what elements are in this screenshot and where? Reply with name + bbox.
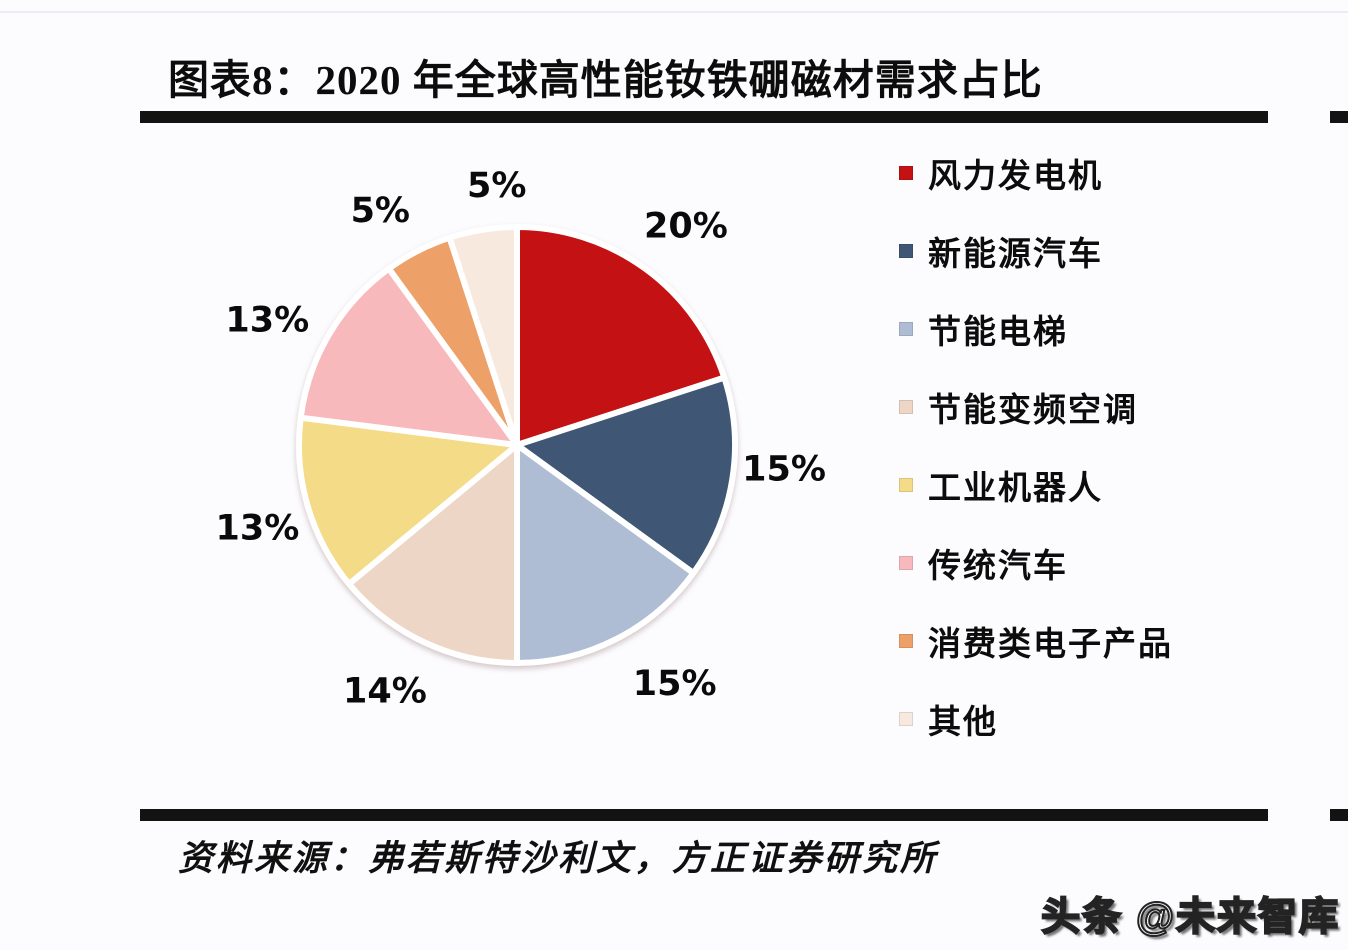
pie-percent-label-风力发电机: 20% [644, 206, 728, 246]
pie-percent-label-传统汽车: 13% [225, 300, 309, 340]
legend-item-消费类电子产品: 消费类电子产品 [899, 624, 1173, 663]
pie-percent-label-节能变频空调: 14% [343, 672, 427, 712]
legend-item-工业机器人: 工业机器人 [899, 468, 1173, 507]
legend-swatch-icon [899, 478, 913, 492]
source-note: 资料来源：弗若斯特沙利文，方正证券研究所 [178, 839, 939, 878]
legend-swatch-icon [899, 634, 913, 648]
legend-item-节能变频空调: 节能变频空调 [899, 390, 1173, 429]
page-top-hairline [0, 11, 1348, 13]
legend-label: 节能电梯 [928, 315, 1068, 351]
legend-item-风力发电机: 风力发电机 [899, 156, 1173, 195]
legend-label: 传统汽车 [928, 549, 1068, 585]
legend-swatch-icon [899, 400, 913, 414]
pie-slice-工业机器人 [296, 414, 520, 587]
legend-swatch-icon [899, 712, 913, 726]
pie-chart: 20% 15% 15% 14% 13% 13% 5% 5% [216, 166, 826, 712]
pie-slice-风力发电机 [514, 224, 728, 448]
legend-label: 新能源汽车 [928, 237, 1103, 273]
pie-slices-group [296, 224, 738, 666]
pie-slice-传统汽车 [297, 265, 520, 448]
chart-legend: 风力发电机新能源汽车节能电梯节能变频空调 工业机器人传统汽车消费类电子产品 其他 [899, 156, 1173, 780]
legend-label: 工业机器人 [928, 471, 1103, 507]
legend-label: 消费类电子产品 [928, 627, 1173, 663]
legend-item-节能电梯: 节能电梯 [899, 312, 1173, 351]
pie-percent-label-新能源汽车: 15% [742, 449, 826, 489]
legend-label: 节能变频空调 [928, 393, 1138, 429]
pie-slice-其他 [446, 224, 520, 448]
pie-percent-labels-group: 20% 15% 15% 14% 13% 13% 5% 5% [216, 166, 826, 712]
pie-slice-新能源汽车 [514, 374, 738, 577]
pie-percent-label-节能电梯: 15% [633, 664, 717, 704]
legend-item-新能源汽车: 新能源汽车 [899, 234, 1173, 273]
adjacent-figure-footer-rule-fragment [1330, 809, 1348, 821]
pie-slice-节能变频空调 [346, 442, 520, 666]
adjacent-figure-title-rule-fragment [1330, 111, 1348, 123]
pie-percent-label-其他: 5% [467, 166, 526, 206]
footer-rule [140, 809, 1268, 821]
pie-slice-节能电梯 [514, 442, 697, 666]
legend-item-其他: 其他 [899, 702, 1173, 741]
pie-percent-label-消费类电子产品: 5% [351, 191, 410, 231]
legend-item-传统汽车: 传统汽车 [899, 546, 1173, 585]
legend-swatch-icon [899, 322, 913, 336]
legend-label: 风力发电机 [928, 159, 1103, 195]
watermark: 头条 @未来智库 [1040, 895, 1340, 940]
legend-label: 其他 [928, 705, 998, 741]
title-rule [140, 111, 1268, 123]
legend-swatch-icon [899, 244, 913, 258]
legend-swatch-icon [899, 166, 913, 180]
pie-percent-label-工业机器人: 13% [216, 508, 300, 548]
figure-title: 图表8：2020 年全球高性能钕铁硼磁材需求占比 [168, 57, 1043, 103]
legend-swatch-icon [899, 556, 913, 570]
